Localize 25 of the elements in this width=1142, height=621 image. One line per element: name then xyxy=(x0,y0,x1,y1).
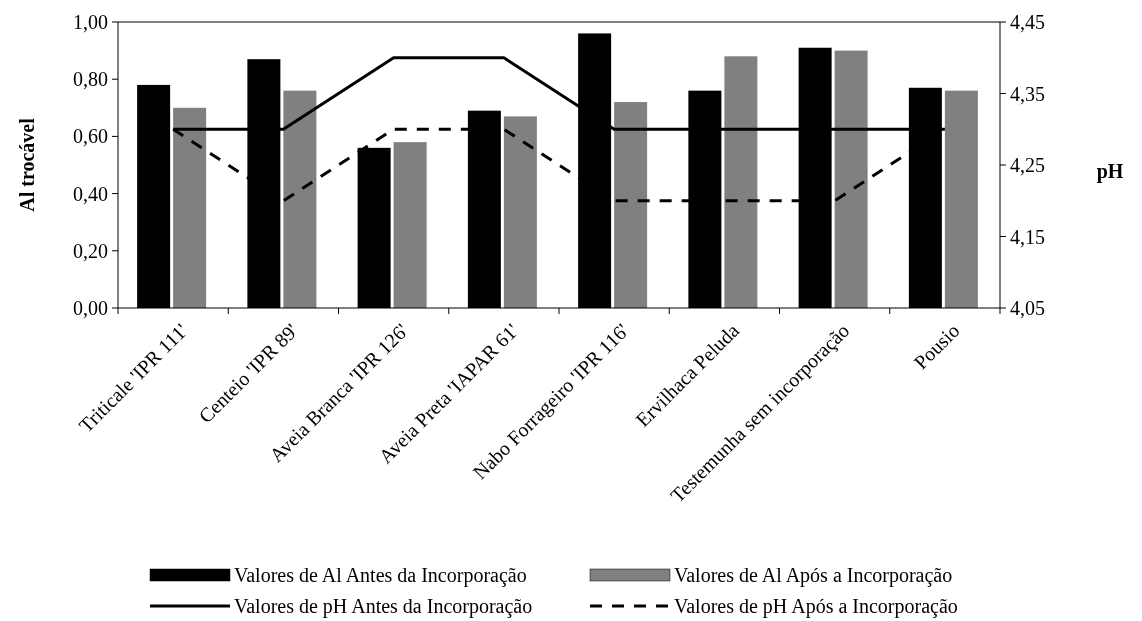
y-tick-label: 1,00 xyxy=(73,11,108,33)
bar xyxy=(724,56,758,308)
y-axis-title: Al trocável xyxy=(16,117,38,212)
bar xyxy=(503,116,537,308)
y-tick-label: 0,00 xyxy=(73,297,108,319)
y2-tick-label: 4,45 xyxy=(1010,11,1045,33)
bar xyxy=(283,90,317,308)
legend-label: Valores de pH Antes da Incorporação xyxy=(234,595,533,618)
bar xyxy=(834,50,868,308)
y2-axis-title: pH xyxy=(1096,160,1124,183)
bar xyxy=(614,102,648,308)
bar xyxy=(393,142,427,308)
y-tick-label: 0,40 xyxy=(73,182,108,205)
legend-label: Valores de Al Após a Incorporação xyxy=(674,564,953,587)
legend-label: Valores de pH Após a Incorporação xyxy=(674,595,958,618)
y2-tick-label: 4,35 xyxy=(1010,82,1045,105)
y2-tick-label: 4,25 xyxy=(1010,154,1045,176)
y2-tick-label: 4,15 xyxy=(1010,225,1045,248)
legend-label: Valores de Al Antes da Incorporação xyxy=(234,564,527,587)
y-tick-label: 0,80 xyxy=(73,68,108,91)
y2-tick-label: 4,05 xyxy=(1010,297,1045,319)
y-tick-label: 0,60 xyxy=(73,125,108,148)
bar xyxy=(173,107,207,308)
bar xyxy=(944,90,978,308)
y-tick-label: 0,20 xyxy=(73,239,108,262)
